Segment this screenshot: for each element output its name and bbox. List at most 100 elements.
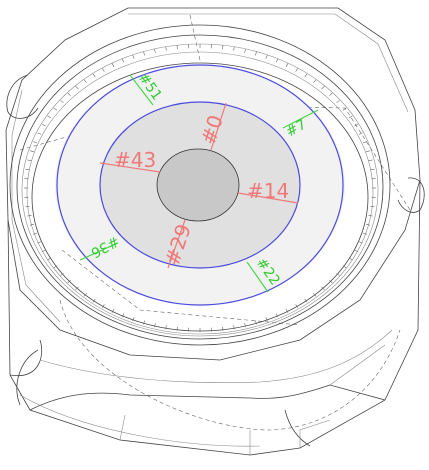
serration-mark: [53, 265, 58, 269]
outer-index-ticks: [79, 74, 319, 293]
serration-mark: [362, 141, 367, 144]
serration-mark: [111, 309, 115, 313]
serration-mark: [342, 107, 347, 111]
serration-mark: [154, 48, 156, 53]
serration-mark: [165, 325, 167, 330]
serration-mark: [37, 132, 42, 135]
serration-mark: [285, 63, 289, 67]
serration-mark: [42, 249, 46, 252]
serration-mark: [67, 92, 71, 96]
serration-mark: [348, 257, 353, 261]
serration-mark: [329, 92, 333, 96]
serration-mark: [27, 215, 32, 217]
serration-mark: [27, 159, 32, 161]
serration-mark: [368, 159, 373, 161]
bearing-rings: [9, 24, 391, 346]
serration-mark: [53, 107, 58, 111]
serration-mark: [348, 115, 353, 119]
tick-7: [282, 109, 319, 129]
serration-mark: [336, 100, 340, 104]
serration-mark: [47, 257, 52, 261]
serration-mark: [321, 286, 325, 291]
serration-mark: [295, 68, 299, 72]
serration-mark: [67, 280, 71, 284]
serration-mark: [101, 304, 105, 308]
serration-mark: [154, 323, 156, 328]
tick-43: [99, 162, 161, 173]
tick-0: [210, 102, 227, 151]
serration-mark: [368, 215, 373, 217]
tick-51: [129, 74, 154, 106]
housing-body: [7, 179, 421, 456]
serration-mark: [304, 73, 308, 78]
serration-mark: [25, 168, 30, 170]
serration-mark: [354, 124, 358, 127]
serration-mark: [47, 115, 52, 119]
inner-index-ticks: [99, 102, 299, 269]
tick-36: [79, 242, 119, 261]
serration-mark: [121, 58, 125, 63]
serration-mark: [265, 54, 268, 59]
serration-mark: [83, 79, 87, 83]
tick-22: [246, 261, 269, 293]
serration-mark: [37, 241, 42, 244]
serration-mark: [143, 51, 145, 56]
serration-mark: [165, 46, 167, 51]
serration-mark: [265, 317, 268, 322]
serration-mark: [222, 326, 224, 331]
serration-mark: [176, 326, 178, 331]
serration-mark: [143, 320, 145, 325]
outer-reference-circle: [56, 64, 344, 306]
serration-mark: [295, 304, 299, 308]
serration-mark: [244, 323, 246, 328]
serration-mark: [285, 309, 289, 313]
serration-mark: [366, 150, 371, 153]
serration-mark: [342, 265, 347, 269]
ring-serrations: [24, 44, 376, 332]
serration-mark: [29, 150, 34, 153]
serration-mark: [75, 85, 79, 90]
serration-mark: [111, 63, 115, 67]
serration-mark: [132, 317, 135, 322]
serration-mark: [362, 232, 367, 235]
serration-mark: [25, 206, 30, 208]
label-14: #14: [247, 179, 289, 203]
serration-mark: [75, 286, 79, 291]
serration-mark: [255, 320, 257, 325]
serration-mark: [329, 280, 333, 284]
serration-mark: [42, 124, 46, 127]
serration-mark: [275, 58, 279, 63]
serration-mark: [358, 132, 363, 135]
tick-29: [167, 219, 186, 269]
hub: [156, 148, 240, 222]
serration-mark: [176, 45, 178, 50]
serration-mark: [60, 272, 64, 276]
serration-mark: [233, 325, 235, 330]
serration-mark: [354, 249, 358, 252]
serration-mark: [244, 48, 246, 53]
serration-mark: [358, 241, 363, 244]
housing-top: [5, 7, 421, 361]
serration-mark: [321, 85, 325, 90]
serration-mark: [313, 79, 317, 83]
label-43: #43: [114, 148, 156, 172]
serration-mark: [222, 45, 224, 50]
serration-mark: [370, 168, 375, 170]
serration-mark: [33, 141, 38, 144]
tick-14: [237, 192, 299, 204]
serration-mark: [304, 298, 308, 303]
serration-mark: [33, 232, 38, 235]
serration-mark: [101, 68, 105, 72]
serration-mark: [92, 298, 96, 303]
serration-mark: [366, 223, 371, 226]
serration-mark: [132, 54, 135, 59]
serration-mark: [92, 73, 96, 78]
serration-mark: [313, 293, 317, 297]
serration-mark: [233, 46, 235, 51]
serration-mark: [336, 272, 340, 276]
serration-mark: [83, 293, 87, 297]
serration-mark: [29, 223, 34, 226]
serration-mark: [60, 100, 64, 104]
